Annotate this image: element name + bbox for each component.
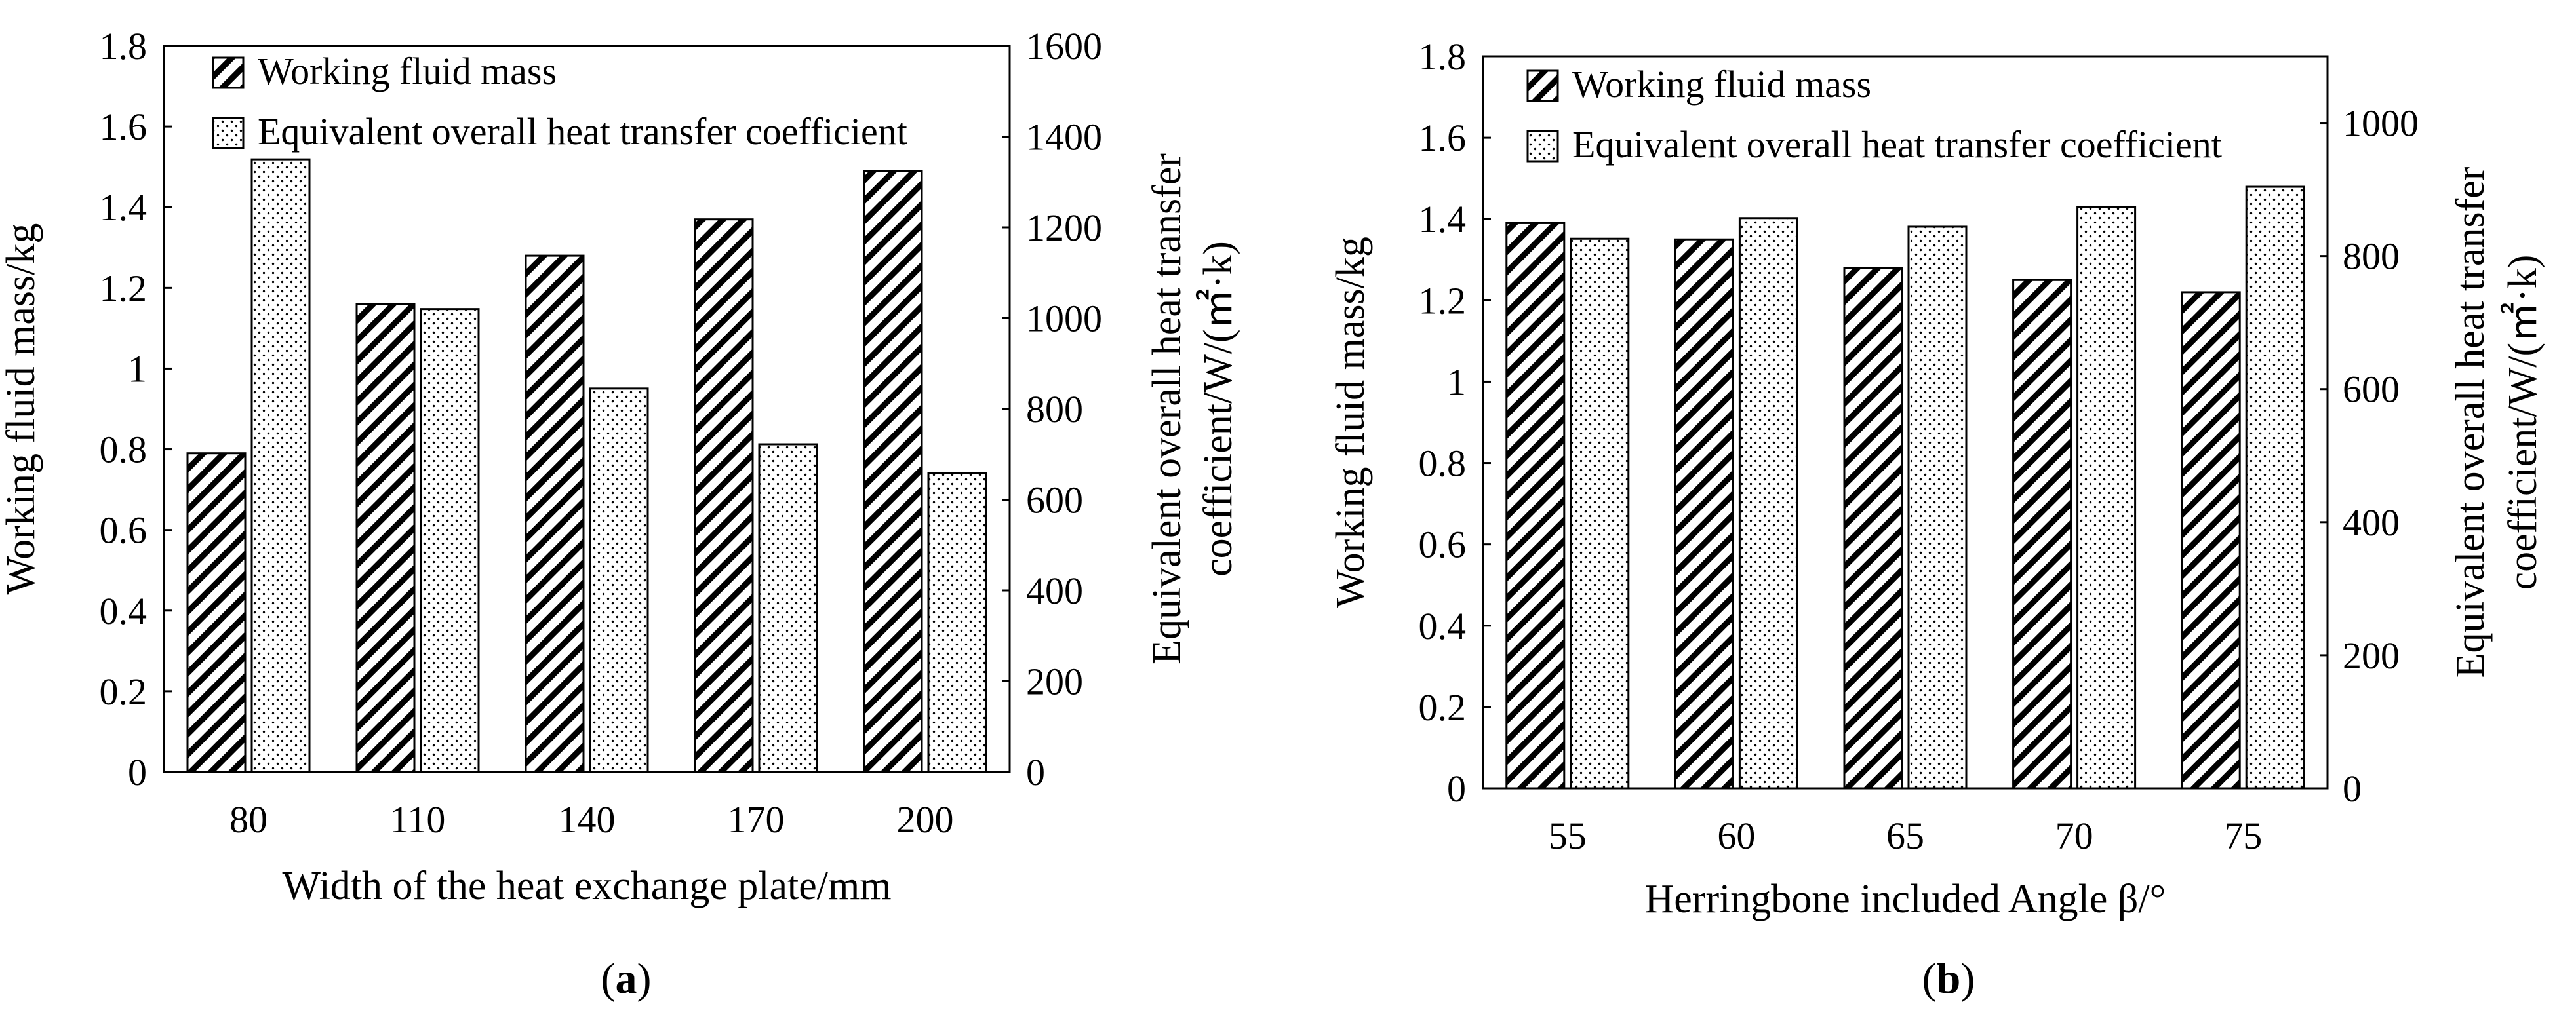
x-tick-label: 60 — [1717, 815, 1755, 857]
bar-heat-transfer-coefficient — [2245, 185, 2305, 790]
y2-tick-label: 1400 — [1026, 116, 1102, 159]
plot-frame — [1482, 55, 2329, 790]
y-tick-label: 0 — [128, 751, 147, 794]
bar-heat-transfer-coefficient — [758, 443, 818, 773]
x-tick-label: 70 — [2055, 815, 2093, 857]
y-tick-label: 1.8 — [1419, 35, 1467, 78]
chart-panel-b: 55 60 65 70 75 0 0.2 0.4 0.6 0.8 1 1.2 1.4 1.6 1.8 0 200… — [1328, 35, 2545, 1003]
bar-heat-transfer-coefficient — [250, 158, 311, 773]
x-axis-label: Herringbone included Angle β/° — [1645, 877, 2166, 921]
y2-tick-label: 200 — [1026, 661, 1083, 703]
y2-tick-label: 800 — [2343, 235, 2400, 278]
bar-working-fluid-mass — [186, 452, 247, 773]
y2-tick-label: 400 — [2343, 501, 2400, 544]
y2-axis-label-line1: Equivalent overall heat transfer — [1145, 153, 1189, 665]
y2-tick-label: 600 — [1026, 479, 1083, 522]
y2-tick-label: 600 — [2343, 368, 2400, 411]
x-tick-label: 110 — [390, 798, 446, 841]
y-tick-label: 1.2 — [100, 267, 148, 309]
x-tick-label: 55 — [1549, 815, 1587, 857]
y2-axis-label-line1: Equivalent overall heat transfer — [2448, 166, 2493, 678]
y-tick-label: 1.2 — [1419, 279, 1467, 322]
bar-working-fluid-mass — [1843, 267, 1903, 790]
y2-tick-label: 800 — [1026, 388, 1083, 431]
y2-tick-label: 1600 — [1026, 25, 1102, 67]
y2-tick-label: 1000 — [1026, 298, 1102, 340]
y2-tick-label: 200 — [2343, 634, 2400, 677]
x-tick-label: 75 — [2224, 815, 2262, 857]
y-tick-label: 0.8 — [1419, 442, 1467, 485]
y-tick-label: 0.4 — [1419, 605, 1467, 647]
y-tick-label: 1 — [1447, 360, 1466, 403]
y2-tick-label: 400 — [1026, 569, 1083, 612]
legend-label: Working fluid mass — [1572, 63, 1871, 106]
y-tick-label: 1.4 — [1419, 198, 1467, 241]
y-tick-label: 0 — [1447, 767, 1466, 810]
panel-label: (a) — [601, 955, 652, 1003]
bar-working-fluid-mass — [2012, 279, 2072, 790]
legend-label: Working fluid mass — [258, 50, 557, 92]
bar-working-fluid-mass — [1505, 222, 1566, 790]
legend-swatch — [212, 56, 245, 89]
y-tick-label: 0.6 — [1419, 524, 1467, 566]
y-tick-label: 1.4 — [100, 186, 148, 229]
legend-swatch — [1526, 130, 1559, 163]
y2-tick-label: 1000 — [2343, 102, 2419, 145]
bar-heat-transfer-coefficient — [420, 308, 480, 773]
bar-working-fluid-mass — [525, 254, 585, 773]
y-tick-label: 0.2 — [100, 670, 148, 713]
y-tick-label: 1.8 — [100, 25, 148, 67]
y2-tick-label: 0 — [1026, 751, 1045, 794]
bar-heat-transfer-coefficient — [2076, 205, 2137, 790]
legend-swatch — [1526, 69, 1559, 102]
legend-label: Equivalent overall heat transfer coeffic… — [1572, 123, 2222, 166]
x-tick-label: 80 — [229, 798, 268, 841]
panel-letter: b — [1937, 955, 1961, 1003]
y-tick-label: 1.6 — [100, 106, 148, 148]
x-tick-label: 140 — [559, 798, 616, 841]
y-axis-label: Working fluid mass/kg — [0, 223, 43, 595]
legend-swatch — [212, 117, 245, 149]
bar-heat-transfer-coefficient — [589, 387, 649, 773]
y-tick-label: 1 — [128, 347, 147, 390]
x-axis-label: Width of the heat exchange plate/mm — [283, 864, 892, 908]
bar-heat-transfer-coefficient — [1738, 217, 1798, 790]
panel-letter: a — [616, 955, 637, 1003]
bar-heat-transfer-coefficient — [927, 472, 987, 773]
x-tick-label: 65 — [1886, 815, 1924, 857]
y-tick-label: 0.2 — [1419, 686, 1467, 729]
bar-heat-transfer-coefficient — [1907, 225, 1968, 790]
y2-tick-label: 0 — [2343, 767, 2362, 810]
bar-working-fluid-mass — [1674, 238, 1734, 790]
chart-panel-a: 80 110 140 170 200 0 0.2 0.4 0.6 0.8 1 1.2 1.4 1.6 1.8… — [0, 25, 1240, 1003]
y-tick-label: 1.6 — [1419, 117, 1467, 159]
bar-working-fluid-mass — [2181, 291, 2241, 790]
legend-label: Equivalent overall heat transfer coeffic… — [258, 110, 907, 153]
y2-axis-label-line2: coefficient/W/(㎡·k) — [2500, 255, 2545, 590]
bar-heat-transfer-coefficient — [1570, 237, 1630, 790]
y-tick-label: 0.8 — [100, 429, 148, 471]
y-tick-label: 0.4 — [100, 590, 148, 632]
y2-tick-label: 1200 — [1026, 206, 1102, 249]
bar-working-fluid-mass — [694, 218, 754, 773]
bar-working-fluid-mass — [355, 303, 416, 773]
y2-axis-label-line2: coefficient/W/(㎡·k) — [1195, 241, 1240, 577]
y-axis-label: Working fluid mass/kg — [1328, 237, 1373, 608]
panel-label: (b) — [1922, 955, 1975, 1003]
y-tick-label: 0.6 — [100, 509, 148, 552]
x-tick-label: 200 — [897, 798, 954, 841]
x-tick-label: 170 — [728, 798, 785, 841]
plot-frame — [163, 45, 1011, 773]
bar-working-fluid-mass — [863, 170, 923, 773]
